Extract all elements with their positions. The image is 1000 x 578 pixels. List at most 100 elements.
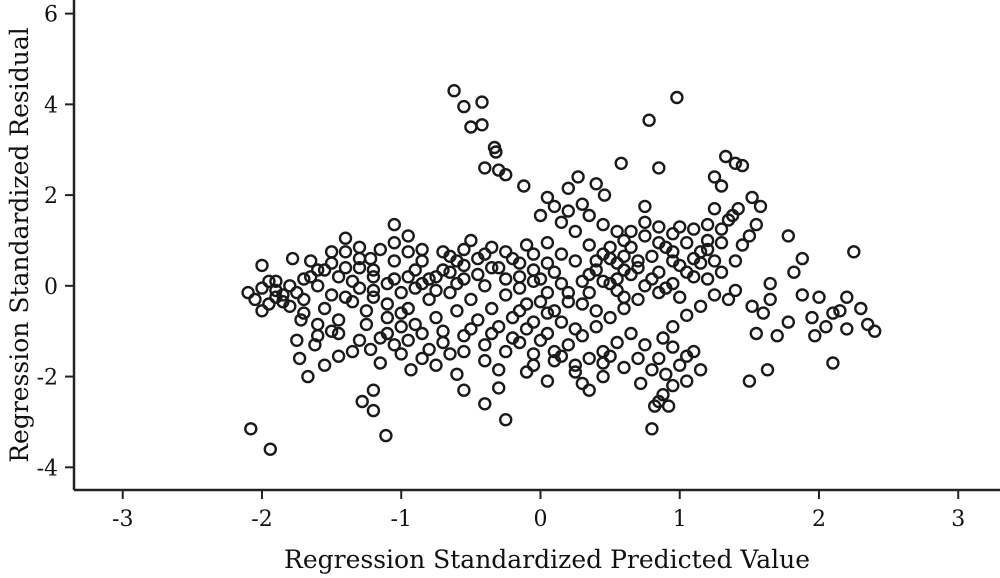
data-point — [464, 322, 478, 336]
data-point — [687, 222, 701, 236]
data-point — [714, 265, 729, 279]
data-point — [659, 367, 673, 381]
y-tick-label: -2 — [37, 366, 58, 391]
data-point — [631, 351, 645, 366]
data-point — [519, 322, 534, 336]
data-point — [512, 304, 527, 318]
data-point — [355, 394, 369, 409]
data-point — [554, 315, 569, 329]
data-point — [401, 270, 415, 284]
data-point — [499, 272, 513, 286]
data-point — [359, 317, 374, 332]
data-point — [450, 367, 464, 381]
data-point — [582, 285, 596, 300]
data-point — [582, 351, 596, 366]
data-point — [443, 265, 457, 279]
data-point — [499, 245, 513, 259]
data-point — [512, 256, 527, 270]
data-point — [735, 158, 750, 173]
data-point — [450, 304, 464, 318]
data-point — [617, 290, 631, 304]
data-point — [795, 251, 809, 266]
data-point — [610, 283, 624, 298]
data-point — [728, 254, 743, 268]
data-point — [526, 274, 541, 288]
data-point — [745, 299, 759, 313]
data-point — [404, 363, 418, 377]
data-point — [478, 279, 492, 293]
data-point — [415, 254, 429, 268]
data-point — [492, 381, 506, 395]
data-point — [826, 306, 840, 320]
data-point — [526, 247, 541, 261]
data-point — [512, 281, 527, 295]
data-point — [575, 376, 589, 391]
data-point — [269, 290, 283, 304]
data-point — [394, 347, 408, 361]
data-point — [753, 199, 768, 214]
data-point — [624, 326, 638, 341]
data-point — [725, 208, 740, 223]
data-point — [373, 356, 387, 370]
data-point — [352, 261, 367, 275]
data-point — [408, 263, 422, 277]
data-point — [241, 285, 255, 300]
data-point — [673, 358, 687, 372]
data-point — [652, 220, 666, 234]
data-point — [666, 245, 680, 259]
data-point — [673, 220, 687, 234]
data-point — [262, 274, 276, 288]
data-point — [311, 263, 325, 277]
data-point — [533, 295, 548, 309]
data-point — [338, 231, 353, 245]
data-point — [575, 274, 589, 288]
data-point — [478, 338, 492, 352]
data-point — [735, 238, 750, 252]
axes — [72, 0, 1000, 492]
data-point — [519, 365, 534, 379]
data-point — [693, 245, 708, 259]
data-point — [561, 181, 575, 196]
data-point — [589, 177, 603, 191]
data-point — [485, 326, 499, 341]
data-point — [290, 285, 304, 300]
data-point — [603, 240, 617, 255]
data-point — [760, 363, 775, 377]
data-point — [387, 338, 401, 352]
y-axis-title: Regression Standardized Residual — [5, 27, 34, 463]
data-point — [582, 238, 596, 252]
data-point — [680, 235, 694, 250]
data-point — [308, 338, 322, 352]
data-point — [478, 397, 492, 411]
data-point — [645, 422, 659, 436]
tick-labels: -3 -2 -1 0 1 2 3 -4 -2 0 2 4 6 — [37, 3, 966, 532]
data-point — [359, 304, 374, 318]
data-point — [387, 254, 401, 268]
data-point — [624, 240, 638, 255]
data-point — [540, 306, 555, 320]
data-point — [648, 399, 662, 413]
data-point — [352, 333, 367, 347]
data-point — [415, 351, 429, 366]
data-point — [366, 263, 381, 277]
data-point — [603, 349, 617, 363]
x-tick-label: 0 — [533, 507, 547, 532]
data-point — [471, 267, 485, 282]
data-point — [475, 95, 489, 109]
data-point — [301, 369, 315, 384]
data-point — [505, 310, 520, 325]
data-point — [561, 204, 575, 218]
data-point — [571, 170, 585, 184]
data-point — [540, 190, 555, 205]
data-point — [338, 245, 353, 259]
data-point — [714, 222, 729, 236]
data-point — [429, 283, 443, 298]
data-point — [324, 256, 339, 270]
x-axis-title: Regression Standardized Predicted Value — [284, 545, 810, 574]
data-point — [304, 270, 318, 284]
data-point — [363, 251, 378, 266]
data-point — [554, 215, 569, 230]
data-point — [645, 363, 659, 377]
data-point — [617, 263, 631, 277]
data-point — [255, 258, 269, 273]
